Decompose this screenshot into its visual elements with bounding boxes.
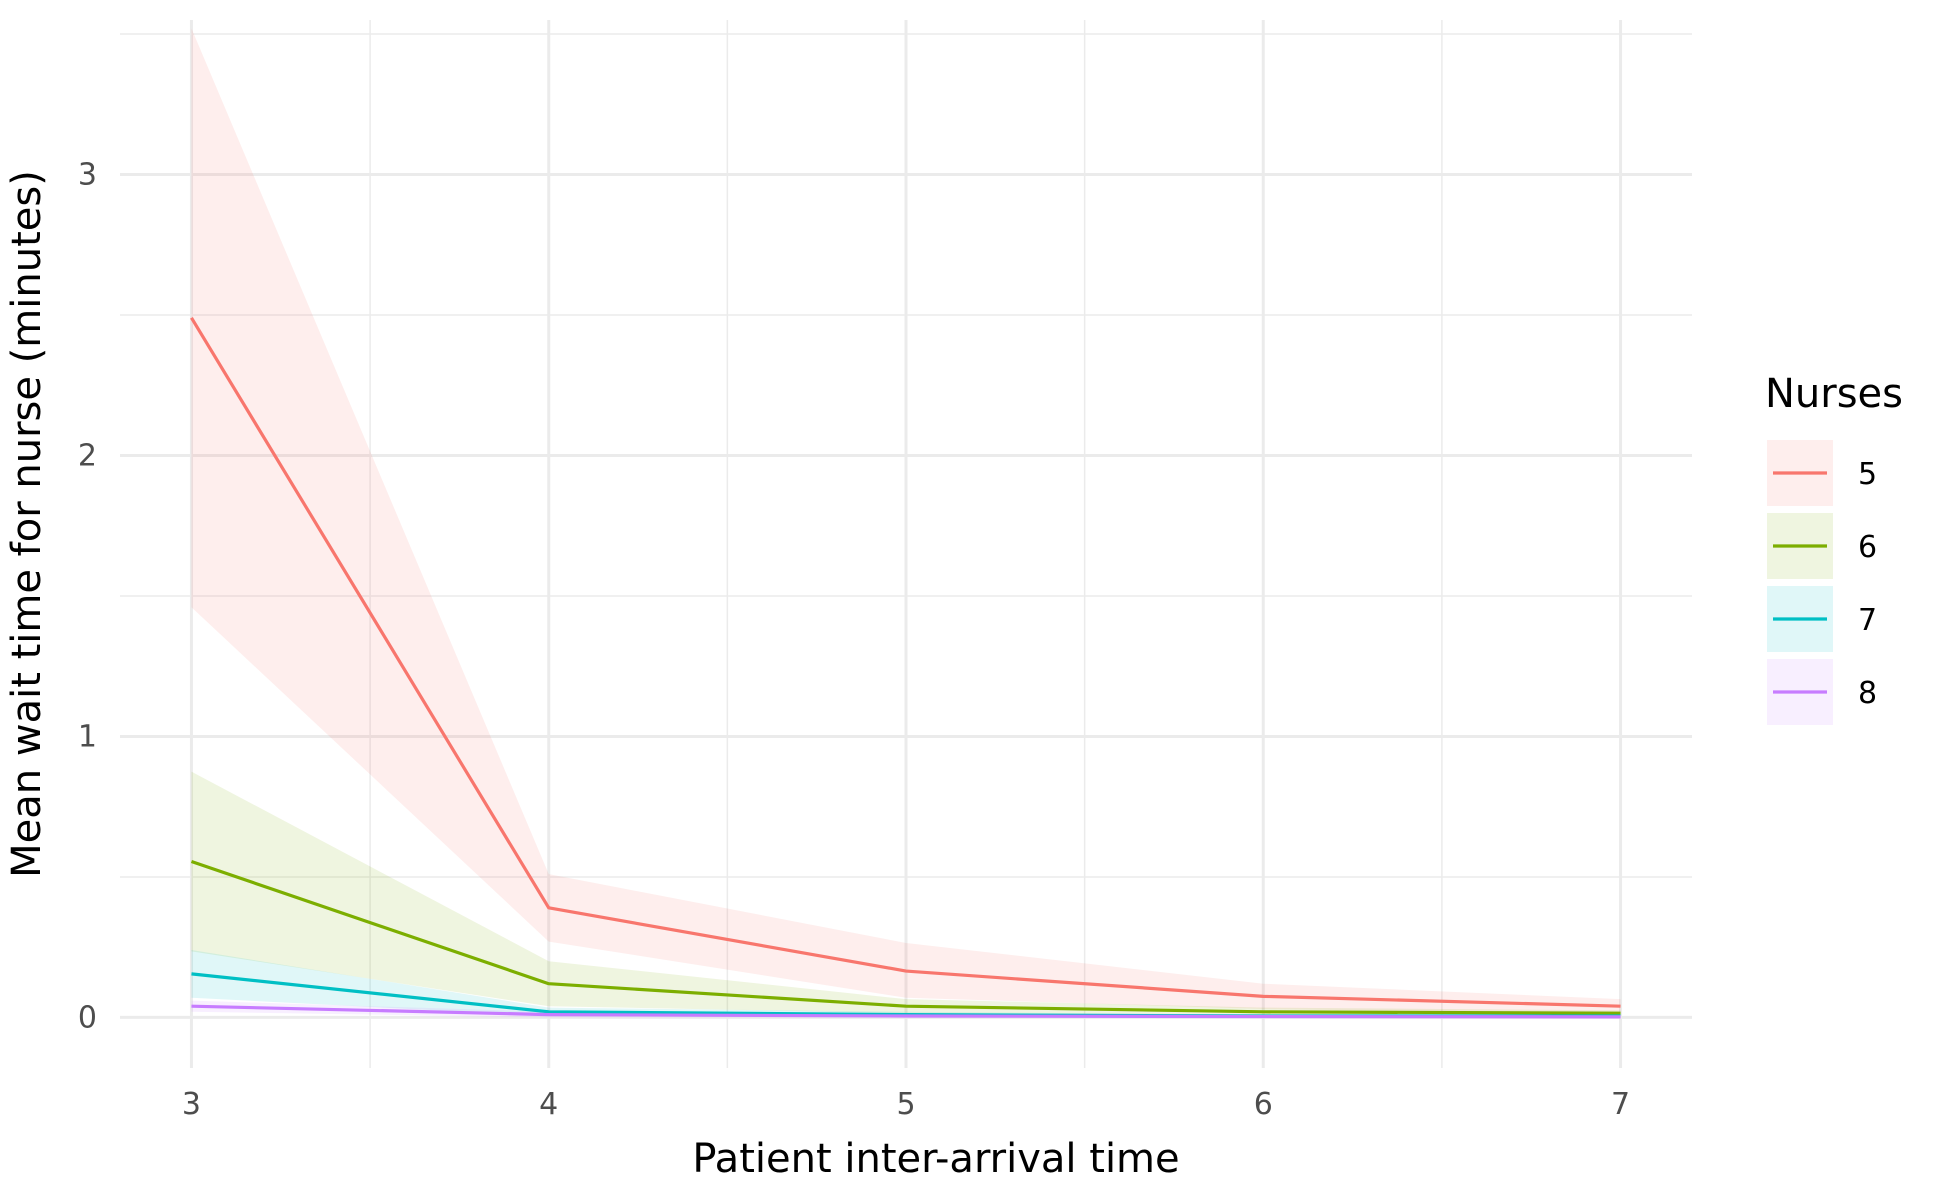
legend-label: 7: [1858, 603, 1877, 638]
legend: Nurses 5 6 7 8: [1765, 371, 1903, 725]
legend-item-8: 8: [1767, 659, 1877, 725]
y-tick-label: 1: [78, 719, 97, 754]
legend-label: 8: [1858, 676, 1877, 711]
legend-item-7: 7: [1767, 586, 1877, 652]
axis-layer: 3 4 5 6 7 0 1 2 3: [78, 158, 1630, 1122]
y-tick-label: 2: [78, 438, 97, 473]
x-axis-title: Patient inter-arrival time: [692, 1136, 1179, 1182]
x-tick-label: 5: [896, 1087, 915, 1122]
line-layer: [190, 316, 1621, 1019]
legend-item-5: 5: [1767, 440, 1877, 506]
series-line-5: [190, 316, 1621, 1008]
legend-title: Nurses: [1765, 371, 1903, 417]
x-tick-label: 7: [1611, 1087, 1630, 1122]
legend-label: 6: [1858, 530, 1877, 565]
x-tick-label: 6: [1254, 1087, 1273, 1122]
legend-label: 5: [1858, 457, 1877, 492]
legend-item-6: 6: [1767, 513, 1877, 579]
series-line-8: [191, 1004, 1621, 1019]
series-line-6: [190, 859, 1621, 1015]
y-tick-label: 3: [78, 158, 97, 193]
x-tick-label: 3: [182, 1087, 201, 1122]
y-tick-label: 0: [78, 1000, 97, 1035]
x-tick-label: 4: [539, 1087, 558, 1122]
y-axis-title: Mean wait time for nurse (minutes): [4, 170, 50, 878]
